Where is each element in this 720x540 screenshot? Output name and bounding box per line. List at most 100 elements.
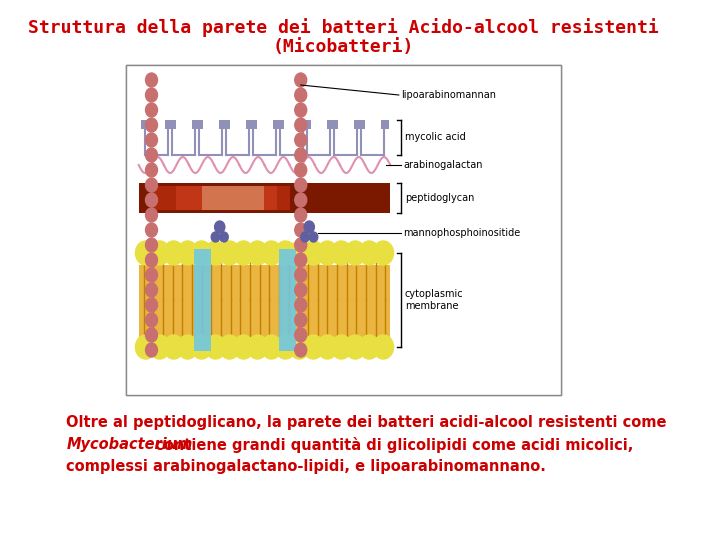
Bar — [165, 120, 173, 129]
Circle shape — [317, 241, 338, 265]
Circle shape — [150, 241, 170, 265]
Text: Oltre al peptidoglicano, la parete dei batteri acidi-alcool resistenti come: Oltre al peptidoglicano, la parete dei b… — [66, 415, 667, 430]
Bar — [354, 120, 361, 129]
Circle shape — [317, 335, 338, 359]
Circle shape — [345, 241, 366, 265]
Bar — [194, 249, 211, 350]
Circle shape — [331, 335, 351, 359]
Circle shape — [294, 193, 307, 207]
Circle shape — [145, 328, 158, 342]
Text: arabinogalactan: arabinogalactan — [403, 160, 482, 170]
Circle shape — [294, 88, 307, 102]
Circle shape — [145, 283, 158, 297]
Circle shape — [294, 328, 307, 342]
Circle shape — [145, 223, 158, 237]
Bar — [246, 120, 253, 129]
Circle shape — [289, 335, 310, 359]
Circle shape — [261, 335, 282, 359]
Bar — [276, 120, 284, 129]
Circle shape — [294, 148, 307, 162]
Bar — [249, 120, 257, 129]
Circle shape — [275, 241, 296, 265]
Circle shape — [310, 232, 318, 242]
Circle shape — [205, 335, 226, 359]
Circle shape — [192, 335, 212, 359]
Circle shape — [211, 232, 220, 242]
Text: cytoplasmic
membrane: cytoplasmic membrane — [405, 289, 464, 311]
Circle shape — [163, 335, 184, 359]
Text: Struttura della parete dei batteri Acido-alcool resistenti: Struttura della parete dei batteri Acido… — [28, 18, 659, 37]
Circle shape — [359, 241, 379, 265]
Circle shape — [145, 178, 158, 192]
Text: contiene grandi quantità di glicolipidi come acidi micolici,: contiene grandi quantità di glicolipidi … — [150, 437, 633, 453]
Circle shape — [145, 88, 158, 102]
Circle shape — [145, 208, 158, 222]
Circle shape — [294, 73, 307, 87]
Circle shape — [145, 238, 158, 252]
Circle shape — [145, 313, 158, 327]
Text: complessi arabinogalactano-lipidi, e lipoarabinomannano.: complessi arabinogalactano-lipidi, e lip… — [66, 459, 546, 474]
Bar — [303, 120, 311, 129]
Circle shape — [303, 335, 324, 359]
Circle shape — [135, 241, 156, 265]
Bar — [141, 120, 149, 129]
Bar — [300, 120, 307, 129]
Circle shape — [359, 335, 379, 359]
Circle shape — [373, 335, 394, 359]
Circle shape — [294, 178, 307, 192]
Bar — [327, 120, 335, 129]
Circle shape — [294, 298, 307, 312]
Circle shape — [261, 241, 282, 265]
Circle shape — [294, 313, 307, 327]
Circle shape — [220, 232, 228, 242]
Circle shape — [289, 241, 310, 265]
Bar — [202, 186, 264, 210]
Bar — [168, 120, 176, 129]
Bar — [139, 265, 390, 347]
Circle shape — [145, 268, 158, 282]
Bar — [222, 120, 230, 129]
Circle shape — [303, 241, 324, 265]
Text: (Micobatteri): (Micobatteri) — [273, 38, 414, 56]
Circle shape — [145, 103, 158, 117]
Circle shape — [150, 335, 170, 359]
Bar — [139, 183, 390, 213]
Text: Mycobacterium: Mycobacterium — [66, 437, 192, 452]
Circle shape — [220, 335, 240, 359]
Text: peptidoglycan: peptidoglycan — [405, 193, 474, 203]
Circle shape — [294, 223, 307, 237]
Circle shape — [294, 283, 307, 297]
Bar — [279, 249, 297, 350]
Circle shape — [373, 241, 394, 265]
Text: mycolic acid: mycolic acid — [405, 132, 466, 143]
Circle shape — [145, 193, 158, 207]
Circle shape — [145, 73, 158, 87]
Bar — [219, 120, 227, 129]
Circle shape — [331, 241, 351, 265]
Bar — [381, 120, 389, 129]
Circle shape — [145, 133, 158, 147]
Circle shape — [145, 148, 158, 162]
Circle shape — [294, 133, 307, 147]
Circle shape — [177, 335, 198, 359]
Circle shape — [294, 253, 307, 267]
Circle shape — [247, 241, 268, 265]
Circle shape — [145, 298, 158, 312]
Bar — [126, 65, 561, 395]
Circle shape — [247, 335, 268, 359]
Bar — [357, 120, 365, 129]
Circle shape — [294, 238, 307, 252]
Circle shape — [294, 163, 307, 177]
Bar — [126, 65, 561, 395]
Circle shape — [294, 268, 307, 282]
Circle shape — [145, 163, 158, 177]
Bar — [195, 120, 203, 129]
Circle shape — [163, 241, 184, 265]
Bar — [192, 120, 199, 129]
Circle shape — [294, 208, 307, 222]
Circle shape — [177, 241, 198, 265]
Circle shape — [275, 335, 296, 359]
Text: lipoarabinomannan: lipoarabinomannan — [401, 90, 496, 100]
Circle shape — [301, 232, 310, 242]
Text: mannophosphoinositide: mannophosphoinositide — [403, 228, 521, 238]
